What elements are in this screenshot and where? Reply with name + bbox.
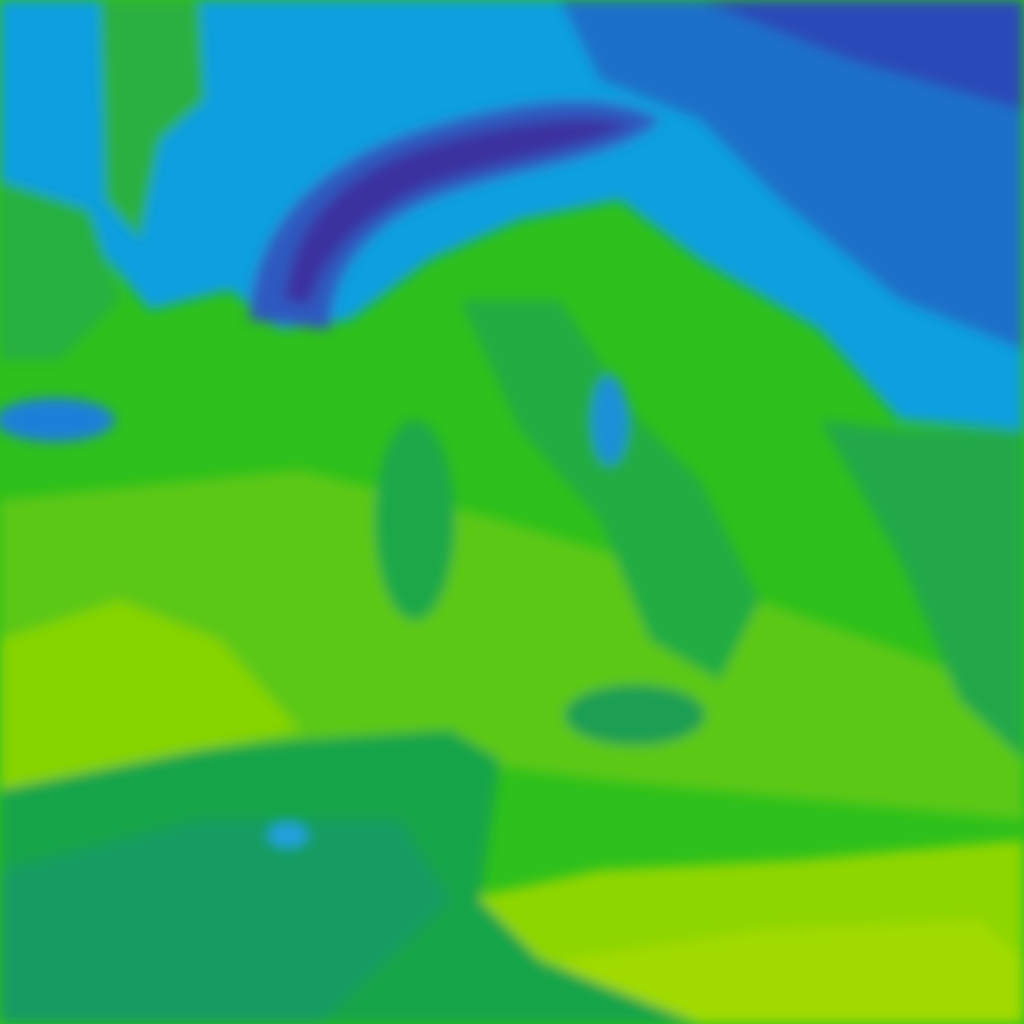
yellow-green-west — [0, 600, 300, 790]
apennines — [592, 375, 628, 465]
western-green-patch — [100, 0, 205, 240]
alps — [250, 101, 660, 330]
northeast-cold — [560, 0, 1024, 350]
western-lowland — [0, 180, 120, 360]
north-africa-inland — [0, 820, 450, 1024]
yellow-south-band — [560, 920, 1024, 1024]
sardinia-corsica — [375, 420, 455, 620]
alps-peaks — [285, 118, 630, 305]
italy-peninsula — [460, 300, 760, 680]
pyrenees — [0, 398, 115, 442]
balkans — [820, 420, 1024, 760]
northeast-coldest — [700, 0, 1024, 110]
atlas-peak — [268, 823, 308, 847]
sicily — [565, 685, 705, 745]
